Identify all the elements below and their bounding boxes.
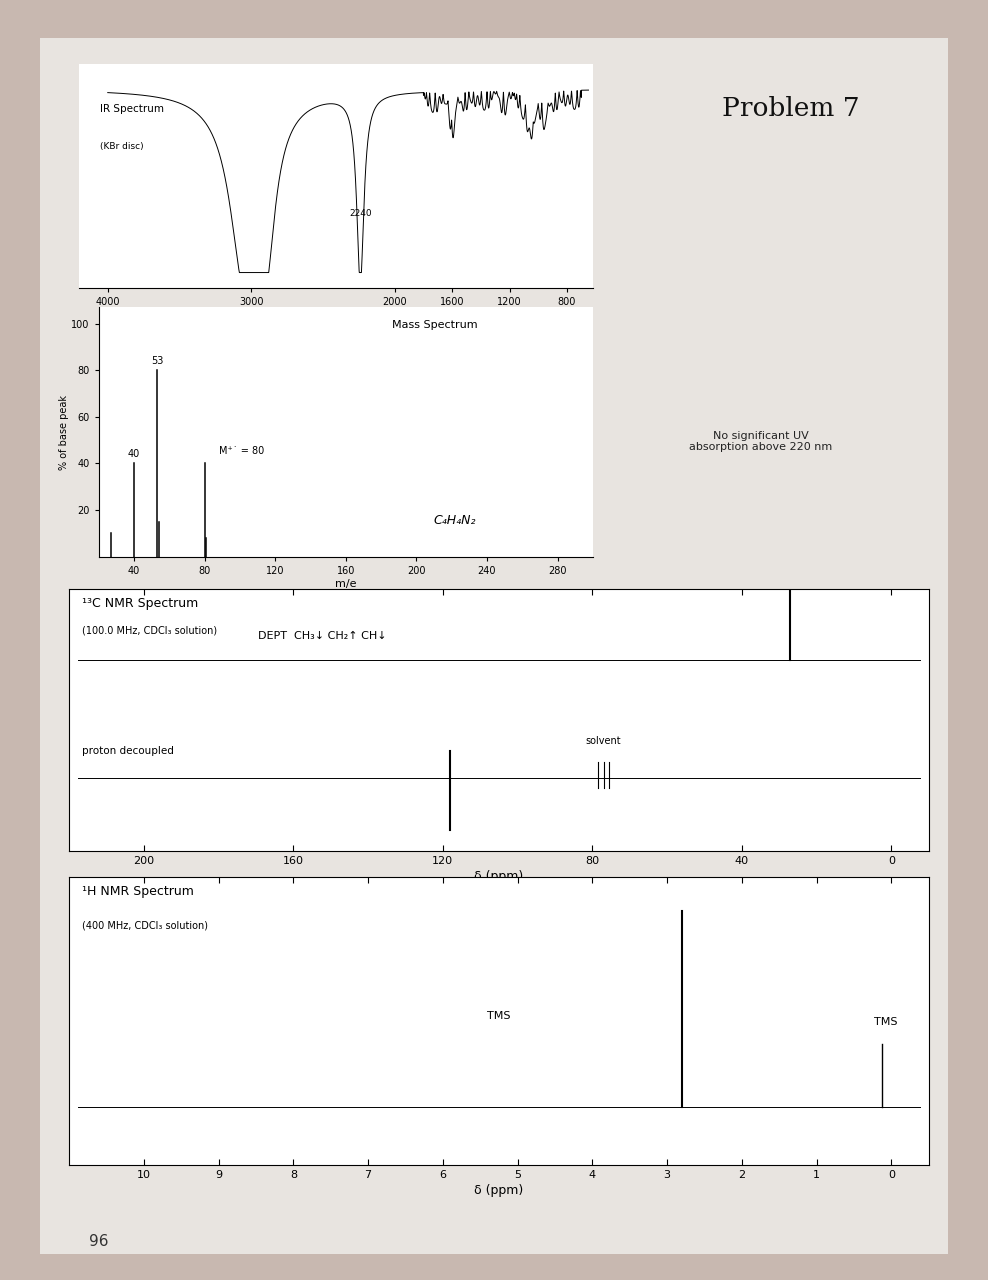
Text: ¹³C NMR Spectrum: ¹³C NMR Spectrum xyxy=(82,596,199,609)
Text: 53: 53 xyxy=(151,356,163,366)
Text: 96: 96 xyxy=(89,1234,109,1249)
Text: Problem 7: Problem 7 xyxy=(721,96,860,122)
Text: 2240: 2240 xyxy=(349,210,371,219)
Text: M⁺˙ = 80: M⁺˙ = 80 xyxy=(218,447,264,457)
Text: 40: 40 xyxy=(128,449,140,458)
Text: ¹H NMR Spectrum: ¹H NMR Spectrum xyxy=(82,886,194,899)
Text: TMS: TMS xyxy=(874,1016,897,1027)
Text: proton decoupled: proton decoupled xyxy=(82,746,174,756)
X-axis label: V (cm⁻¹): V (cm⁻¹) xyxy=(312,310,360,320)
Text: C₄H₄N₂: C₄H₄N₂ xyxy=(433,513,476,527)
Text: IR Spectrum: IR Spectrum xyxy=(100,104,164,114)
Text: (100.0 MHz, CDCl₃ solution): (100.0 MHz, CDCl₃ solution) xyxy=(82,626,217,636)
Text: (KBr disc): (KBr disc) xyxy=(100,142,143,151)
Text: TMS: TMS xyxy=(487,1011,511,1021)
X-axis label: δ (ppm): δ (ppm) xyxy=(474,1184,524,1197)
Text: DEPT  CH₃↓ CH₂↑ CH↓: DEPT CH₃↓ CH₂↑ CH↓ xyxy=(258,631,387,641)
Text: Mass Spectrum: Mass Spectrum xyxy=(392,320,477,330)
Y-axis label: % of base peak: % of base peak xyxy=(58,394,68,470)
X-axis label: m/e: m/e xyxy=(335,579,357,589)
Text: solvent: solvent xyxy=(586,736,621,746)
Text: No significant UV
absorption above 220 nm: No significant UV absorption above 220 n… xyxy=(690,431,832,452)
X-axis label: δ (ppm): δ (ppm) xyxy=(474,870,524,883)
Text: (400 MHz, CDCl₃ solution): (400 MHz, CDCl₃ solution) xyxy=(82,920,208,931)
